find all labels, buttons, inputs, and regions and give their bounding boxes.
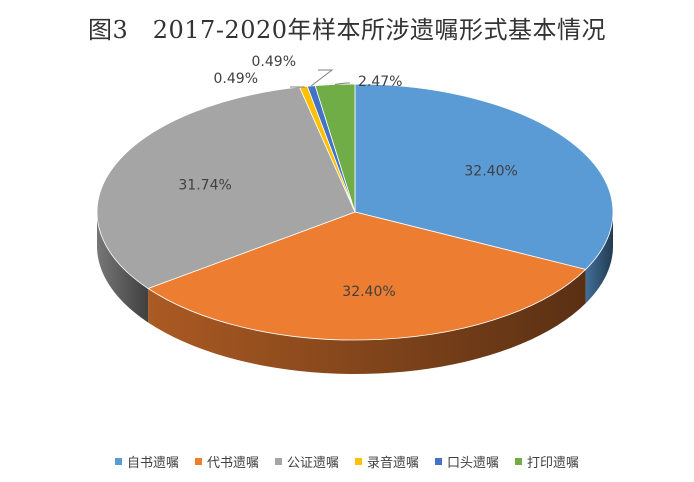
chart-title: 图3 2017-2020年样本所涉遗嘱形式基本情况 xyxy=(87,16,607,44)
legend-label: 打印遗嘱 xyxy=(527,456,580,471)
slice-side-gongzheng xyxy=(97,212,149,323)
legend-item-koutou: 口头遗嘱 xyxy=(435,452,499,471)
pie-labels: 32.40% 32.40% 31.74% 0.49%0.49% 2.47% xyxy=(178,54,517,300)
legend-label: 代书遗嘱 xyxy=(206,456,259,471)
leader-line-dayin xyxy=(334,82,350,85)
legend-item-gongzheng: 公证遗嘱 xyxy=(274,452,339,471)
legend-swatch xyxy=(355,458,362,465)
leader-line-koutou xyxy=(310,69,334,87)
legend-swatch xyxy=(274,458,282,465)
legend-item-daishu: 代书遗嘱 xyxy=(194,452,259,471)
slice-gongzheng xyxy=(96,86,356,289)
legend-item-zishu: 自书遗嘱 xyxy=(114,452,179,471)
slice-side-daishu xyxy=(148,269,586,374)
data-label-dayin: 2.47% xyxy=(358,74,402,90)
legend-label: 自书遗嘱 xyxy=(126,456,179,471)
slice-side-zishu xyxy=(585,212,613,304)
pie-sides xyxy=(97,212,613,374)
legend-item-dayin: 打印遗嘱 xyxy=(515,452,579,471)
legend-swatch xyxy=(515,458,523,465)
legend-item-luyin: 录音遗嘱 xyxy=(355,452,419,471)
legend-label: 公证遗嘱 xyxy=(286,456,339,471)
data-label-koutou: 0.49% xyxy=(252,54,296,70)
legend-label: 口头遗嘱 xyxy=(447,456,500,471)
data-label-gongzheng: 31.74% xyxy=(178,177,231,193)
legend-swatch xyxy=(194,458,202,465)
legend-label: 录音遗嘱 xyxy=(367,456,420,471)
legend-swatch xyxy=(435,458,443,465)
slice-zishu xyxy=(354,83,614,270)
legend-swatch xyxy=(114,458,122,465)
slice-daishu xyxy=(147,211,587,341)
legend: 自书遗嘱 代书遗嘱 公证遗嘱 录音遗嘱 口头遗嘱 打印遗嘱 xyxy=(0,452,694,471)
pie-slices xyxy=(96,83,614,341)
data-label-daishu: 32.40% xyxy=(342,284,395,300)
data-label-luyin: 0.49% xyxy=(214,71,258,87)
data-label-zishu: 32.40% xyxy=(464,163,517,179)
